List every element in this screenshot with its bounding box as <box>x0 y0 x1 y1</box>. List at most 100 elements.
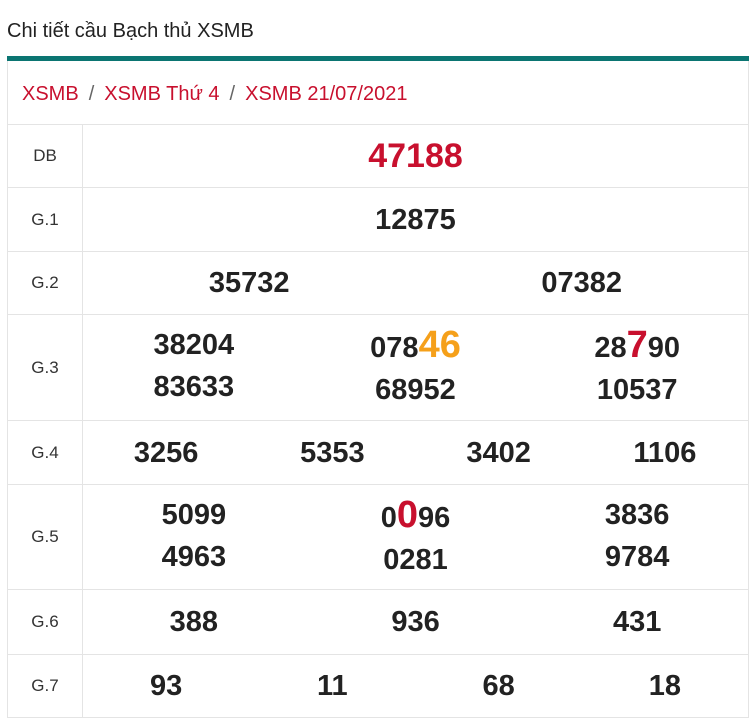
prize-numbers: 35732 07382 <box>82 251 749 315</box>
number: 68952 <box>305 369 527 411</box>
digits: 5353 <box>300 436 365 469</box>
prize-numbers: 38204 83633 07846 68952 28790 10537 <box>82 314 749 421</box>
prize-row: G.3 38204 83633 07846 68952 28790 10537 <box>7 314 749 421</box>
number: 5353 <box>249 432 415 474</box>
prize-numbers: 12875 <box>82 187 749 252</box>
breadcrumb-separator: / <box>229 83 236 105</box>
number: 11 <box>249 665 415 707</box>
prize-row: G.6 388 936 431 <box>7 589 749 655</box>
number: 0281 <box>305 539 527 581</box>
digits: 078 <box>370 332 419 364</box>
number: 07846 <box>305 324 527 369</box>
number: 28790 <box>526 324 748 369</box>
digits: 18 <box>648 670 681 702</box>
number: 3836 <box>526 494 748 536</box>
prize-numbers: 388 936 431 <box>82 589 749 655</box>
number: 3256 <box>83 432 249 474</box>
number-columns: 5099 4963 0096 0281 3836 9784 <box>83 494 748 581</box>
number: 1106 <box>582 432 748 474</box>
prize-label: G.2 <box>7 251 83 315</box>
number-cell: 936 <box>305 601 527 643</box>
number-cell: 38204 83633 <box>83 324 305 411</box>
number-cell: 388 <box>83 601 305 643</box>
digits: 90 <box>647 332 681 364</box>
breadcrumb-link[interactable]: XSMB Thứ 4 <box>104 83 220 105</box>
prize-numbers: 47188 <box>82 124 749 188</box>
breadcrumb-link[interactable]: XSMB <box>22 83 79 105</box>
number-cell: 47188 <box>83 135 748 177</box>
number-columns: 47188 <box>83 135 748 177</box>
prize-row: G.4 3256 5353 3402 1106 <box>7 420 749 485</box>
page-title: Chi tiết cầu Bạch thủ XSMB <box>7 20 254 42</box>
number: 07382 <box>416 262 749 304</box>
number-cell: 28790 10537 <box>526 324 748 411</box>
results-panel: XSMB / XSMB Thứ 4 / XSMB 21/07/2021 DB 47188 G… <box>7 56 749 718</box>
digits: 4963 <box>161 540 227 573</box>
prize-label: G.7 <box>7 654 83 718</box>
number-cell: 0096 0281 <box>305 494 527 581</box>
number: 38204 <box>83 324 305 366</box>
digits: 68 <box>482 670 515 702</box>
prize-label: G.4 <box>7 420 83 485</box>
prize-row: G.5 5099 4963 0096 0281 3836 9784 <box>7 484 749 590</box>
number: 93 <box>83 665 249 707</box>
digits: 388 <box>169 606 219 638</box>
digits: 83633 <box>153 371 235 403</box>
results-table: DB 47188 G.1 12875 G.2 35732 07382 G.3 38204 8363… <box>7 124 749 718</box>
digits: 38204 <box>153 329 235 361</box>
number: 10537 <box>526 369 748 411</box>
digits: 28 <box>594 332 627 364</box>
number-columns: 388 936 431 <box>83 601 748 643</box>
number: 18 <box>582 665 748 707</box>
prize-label: DB <box>7 124 83 188</box>
digits: 3256 <box>133 436 199 469</box>
number-cell: 18 <box>582 665 748 707</box>
digits: 0281 <box>383 543 448 576</box>
number-columns: 38204 83633 07846 68952 28790 10537 <box>83 324 748 411</box>
digits: 68952 <box>375 374 456 406</box>
digits: 1106 <box>633 436 697 469</box>
number: 431 <box>526 601 748 643</box>
highlight-digits: 46 <box>418 324 461 366</box>
number-cell: 3836 9784 <box>526 494 748 581</box>
number: 12875 <box>83 199 748 241</box>
number-columns: 12875 <box>83 199 748 241</box>
breadcrumb-link[interactable]: XSMB 21/07/2021 <box>245 83 408 105</box>
digits: 93 <box>149 670 183 702</box>
number: 5099 <box>83 494 305 536</box>
number-cell: 35732 <box>83 262 416 304</box>
digits: 96 <box>418 501 451 534</box>
digits: 9784 <box>604 540 670 573</box>
number: 83633 <box>83 366 305 408</box>
digits: 5099 <box>161 498 227 531</box>
number-cell: 3256 <box>83 432 249 474</box>
number-columns: 93 11 68 18 <box>83 665 748 707</box>
highlight-digits: 0 <box>396 493 419 536</box>
number-cell: 3402 <box>416 432 582 474</box>
number-cell: 12875 <box>83 199 748 241</box>
number-cell: 11 <box>249 665 415 707</box>
number-cell: 93 <box>83 665 249 707</box>
number: 936 <box>305 601 527 643</box>
prize-row: G.2 35732 07382 <box>7 251 749 315</box>
prize-row: DB 47188 <box>7 124 749 188</box>
prize-numbers: 3256 5353 3402 1106 <box>82 420 749 485</box>
digits: 431 <box>612 606 662 638</box>
number-cell: 5099 4963 <box>83 494 305 581</box>
number: 47188 <box>83 135 748 177</box>
number: 3402 <box>416 432 582 474</box>
digits: 936 <box>391 606 440 638</box>
number: 68 <box>416 665 582 707</box>
prize-row: G.1 12875 <box>7 187 749 252</box>
number: 9784 <box>526 536 748 578</box>
digits: 35732 <box>208 267 290 299</box>
prize-numbers: 5099 4963 0096 0281 3836 9784 <box>82 484 749 590</box>
number: 388 <box>83 601 305 643</box>
digits: 3836 <box>604 498 670 531</box>
number-cell: 1106 <box>582 432 748 474</box>
digits: 11 <box>317 670 348 702</box>
breadcrumb-separator: / <box>88 83 95 105</box>
digits: 47188 <box>368 137 463 175</box>
prize-numbers: 93 11 68 18 <box>82 654 749 718</box>
